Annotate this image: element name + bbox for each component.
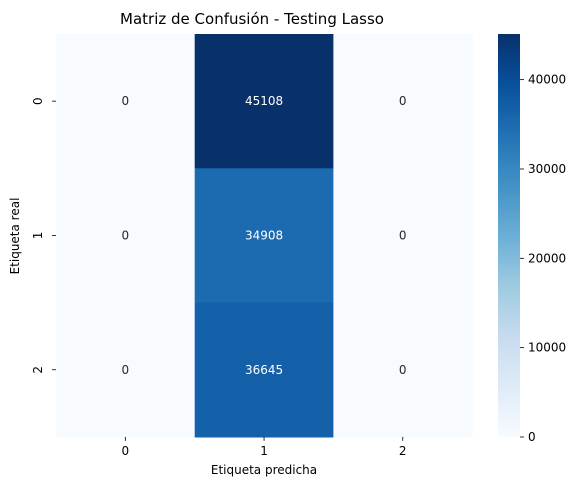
heatmap-cell <box>194 34 334 169</box>
x-tick-label: 1 <box>260 444 268 458</box>
heatmap-cell <box>56 168 196 304</box>
heatmap-cells: 0 45108 0 0 34908 0 0 36645 0 <box>56 34 473 438</box>
x-axis-label: Etiqueta predicha <box>211 463 317 477</box>
cell-value-label: 36645 <box>245 363 283 377</box>
y-tick-label: 0 <box>31 97 45 105</box>
colorbar-tick-label: 0 <box>528 430 536 444</box>
heatmap-cell <box>194 302 334 438</box>
cell-value-label: 45108 <box>245 94 283 108</box>
heatmap-cell <box>333 302 473 438</box>
y-tick-label: 1 <box>31 232 45 240</box>
x-tick-label: 0 <box>122 444 130 458</box>
colorbar-tick-label: 30000 <box>528 162 566 176</box>
y-tick-label: 2 <box>31 366 45 374</box>
x-tick-label: 2 <box>399 444 407 458</box>
cell-value-label: 0 <box>122 363 130 377</box>
cell-value-label: 0 <box>399 363 407 377</box>
heatmap-cell <box>333 34 473 169</box>
heatmap-cell <box>56 34 196 169</box>
chart-title: Matriz de Confusión - Testing Lasso <box>120 10 384 28</box>
heatmap-cell <box>333 168 473 304</box>
heatmap-cell <box>194 168 334 304</box>
cell-value-label: 0 <box>122 94 130 108</box>
cell-value-label: 34908 <box>245 228 283 242</box>
colorbar <box>498 34 520 437</box>
colorbar-tick-label: 10000 <box>528 341 566 355</box>
heatmap-cell <box>56 302 196 438</box>
colorbar-ticks: 0 10000 20000 30000 40000 <box>520 73 566 444</box>
colorbar-tick-label: 20000 <box>528 251 566 265</box>
y-axis-label: Etiqueta real <box>8 198 22 275</box>
colorbar-tick-label: 40000 <box>528 73 566 87</box>
cell-value-label: 0 <box>122 228 130 242</box>
cell-value-label: 0 <box>399 228 407 242</box>
heatmap-axes: 0 1 2 0 1 2 <box>31 97 407 458</box>
cell-value-label: 0 <box>399 94 407 108</box>
